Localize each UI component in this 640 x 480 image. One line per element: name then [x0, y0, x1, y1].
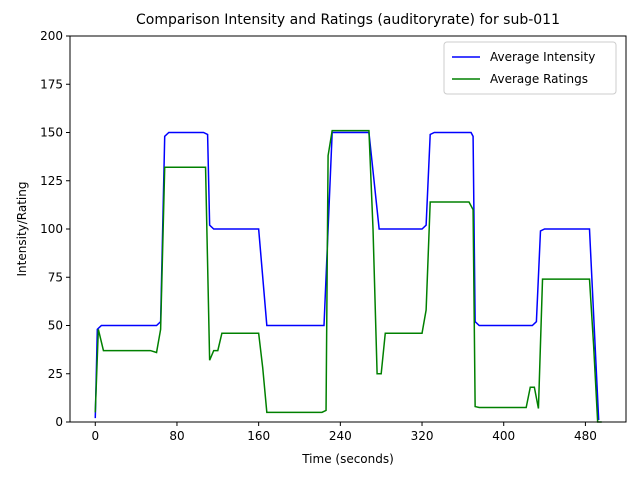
y-tick-label: 200 — [40, 29, 63, 43]
line-series — [94, 131, 600, 421]
x-axis-label: Time (seconds) — [301, 452, 394, 466]
y-tick-label: 0 — [55, 415, 63, 429]
legend: Average Intensity Average Ratings — [443, 41, 617, 95]
x-tick-label: 240 — [329, 429, 352, 443]
y-tick-label: 75 — [48, 270, 63, 284]
legend-box — [443, 41, 617, 95]
legend-label: Average Intensity — [490, 50, 595, 64]
x-tick-label: 480 — [574, 429, 597, 443]
y-tick-label: 150 — [40, 126, 63, 140]
y-tick-label: 50 — [48, 319, 63, 333]
x-tick-label: 400 — [492, 429, 515, 443]
y-tick-label: 100 — [40, 222, 63, 236]
y-tick-label: 25 — [48, 367, 63, 381]
x-tick-label: 80 — [169, 429, 184, 443]
y-tick-label: 175 — [40, 77, 63, 91]
line-series — [94, 129, 602, 423]
y-tick-label: 125 — [40, 174, 63, 188]
x-tick-label: 160 — [247, 429, 270, 443]
chart-title: Comparison Intensity and Ratings (audito… — [136, 12, 560, 28]
x-tick-label: 0 — [91, 429, 99, 443]
x-tick-label: 320 — [411, 429, 434, 443]
plot-frame — [69, 35, 627, 423]
y-axis-label: Intensity/Rating — [15, 182, 29, 277]
legend-label: Average Ratings — [490, 72, 588, 86]
